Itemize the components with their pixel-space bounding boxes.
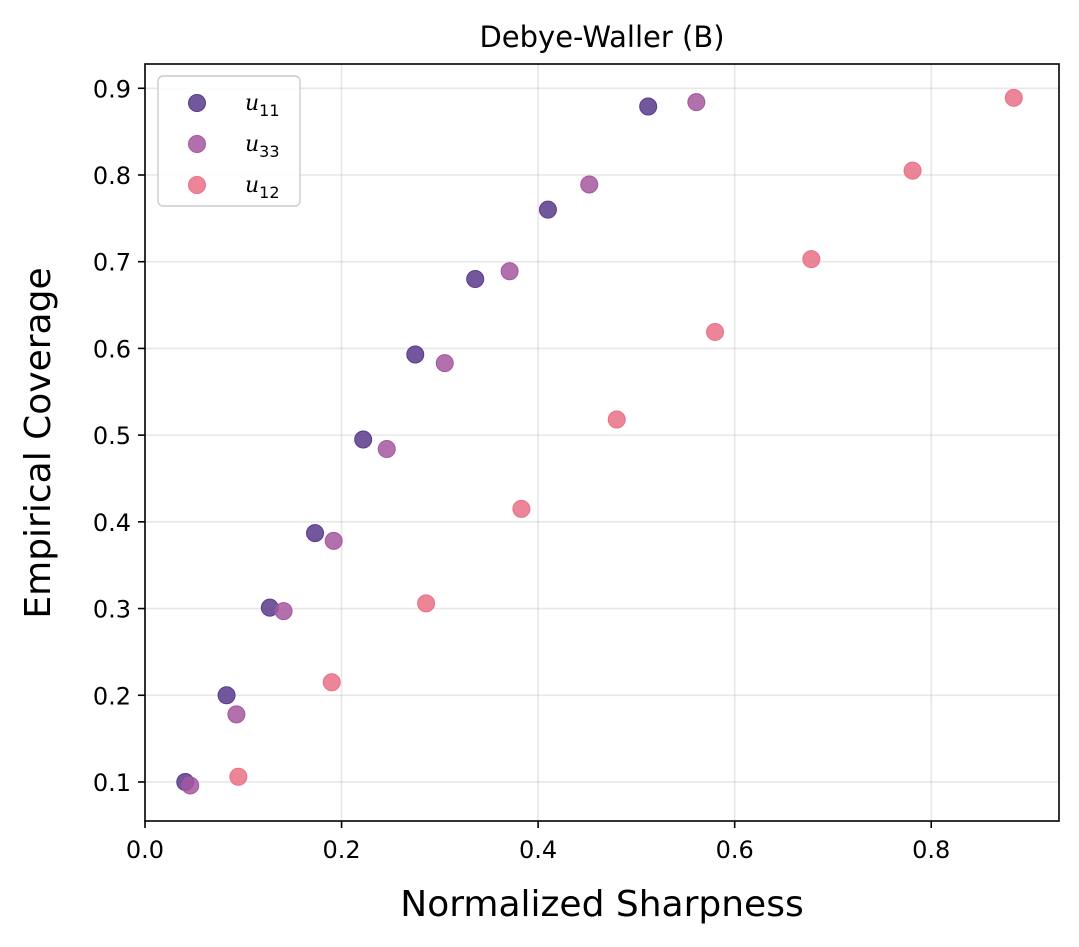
y-tick-label: 0.5 xyxy=(93,422,131,450)
data-point-u12 xyxy=(229,767,248,786)
legend-label-subscript: 33 xyxy=(259,142,279,161)
y-tick-label: 0.2 xyxy=(93,682,131,710)
legend-label-u33: u33 xyxy=(245,132,280,161)
data-point-u33 xyxy=(377,440,396,459)
y-tick-label: 0.9 xyxy=(93,75,131,103)
legend-label-subscript: 11 xyxy=(259,101,279,120)
legend-label-base: u xyxy=(245,173,259,198)
data-point-u33 xyxy=(500,262,519,281)
data-point-u12 xyxy=(512,499,531,518)
data-point-u12 xyxy=(322,673,341,692)
data-point-u11 xyxy=(354,430,373,449)
data-point-u12 xyxy=(706,322,725,341)
legend-label-u12: u12 xyxy=(245,173,280,202)
x-tick-label: 0.0 xyxy=(126,836,164,864)
plot-area-frame xyxy=(144,63,1060,822)
legend-label-subscript: 12 xyxy=(259,183,279,202)
data-point-u33 xyxy=(181,776,200,795)
data-points xyxy=(176,88,1023,795)
data-point-u33 xyxy=(687,93,706,112)
chart-title: Debye-Waller (B) xyxy=(479,20,724,54)
x-tick-label: 0.2 xyxy=(322,836,360,864)
data-point-u11 xyxy=(466,270,485,289)
y-axis-ticks: 0.1 0.2 0.3 0.4 0.5 0.6 0.7 0.8 0.9 xyxy=(93,75,145,797)
y-tick-label: 0.3 xyxy=(93,596,131,624)
y-tick-label: 0.8 xyxy=(93,162,131,190)
legend-marker-u33 xyxy=(188,135,206,153)
data-point-u11 xyxy=(639,97,658,116)
data-point-u12 xyxy=(1004,88,1023,107)
y-axis-label: Empirical Coverage xyxy=(18,267,59,618)
data-point-u33 xyxy=(435,354,454,373)
data-point-u12 xyxy=(903,161,922,180)
x-axis-label: Normalized Sharpness xyxy=(400,884,803,925)
x-tick-label: 0.6 xyxy=(716,836,754,864)
data-point-u11 xyxy=(306,524,325,543)
x-axis-ticks: 0.0 0.2 0.4 0.6 0.8 xyxy=(126,821,950,864)
y-tick-label: 0.6 xyxy=(93,335,131,363)
data-point-u33 xyxy=(227,705,246,724)
data-point-u11 xyxy=(217,686,236,705)
y-tick-label: 0.7 xyxy=(93,249,131,277)
legend-label-base: u xyxy=(245,91,259,116)
series-u12 xyxy=(229,88,1023,786)
y-tick-label: 0.1 xyxy=(93,769,131,797)
legend-marker-u11 xyxy=(188,94,206,112)
y-tick-label: 0.4 xyxy=(93,509,131,537)
series-u33 xyxy=(181,93,706,795)
legend-marker-u12 xyxy=(188,176,206,194)
data-point-u11 xyxy=(538,200,557,219)
legend-label-u11: u11 xyxy=(245,91,280,120)
data-point-u11 xyxy=(406,345,425,364)
data-point-u33 xyxy=(580,175,599,194)
legend-label-base: u xyxy=(245,132,259,157)
data-point-u12 xyxy=(417,594,436,613)
data-point-u12 xyxy=(607,410,626,429)
series-u11 xyxy=(176,97,658,791)
data-point-u33 xyxy=(324,531,343,550)
x-tick-label: 0.4 xyxy=(519,836,557,864)
x-tick-label: 0.8 xyxy=(912,836,950,864)
data-point-u33 xyxy=(274,602,293,621)
data-point-u12 xyxy=(802,250,821,269)
